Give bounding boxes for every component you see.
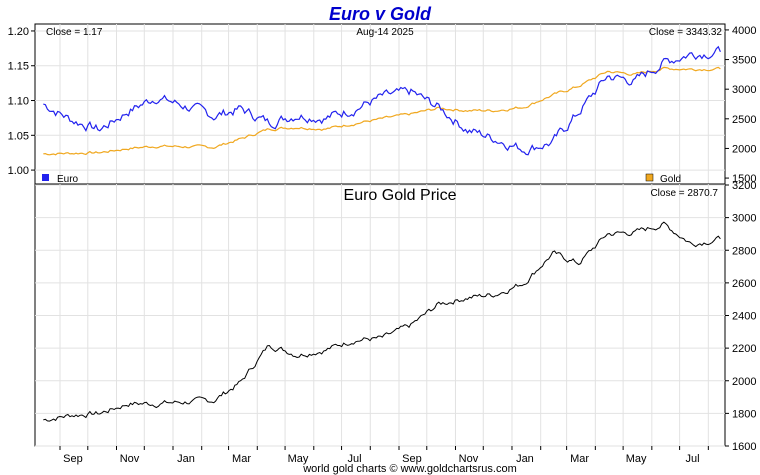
x-axis-tick-label: Sep xyxy=(402,453,422,465)
top-right-tick-label: 1500 xyxy=(732,173,756,185)
x-axis-tick-label: Nov xyxy=(120,453,140,465)
x-axis-tick-label: Mar xyxy=(232,453,251,465)
legend-gold-swatch xyxy=(645,173,654,182)
euro-line xyxy=(43,45,721,156)
bottom-right-tick-label: 2200 xyxy=(732,343,756,355)
bottom-panel-title: Euro Gold Price xyxy=(344,187,457,204)
chart-title: Euro v Gold xyxy=(329,4,432,24)
bottom-panel-grid xyxy=(35,184,725,447)
bottom-right-axis: 1600 1800 2000 2200 2400 2600 2800 3000 3200 xyxy=(725,180,756,453)
top-right-tick-label: 2000 xyxy=(732,143,756,155)
bottom-right-tick-label: 2000 xyxy=(732,376,756,388)
top-left-tick-label: 1.20 xyxy=(8,26,29,38)
top-panel-series xyxy=(43,45,721,156)
bottom-right-tick-label: 2400 xyxy=(732,311,756,323)
top-right-tick-label: 2500 xyxy=(732,114,756,126)
top-panel-grid xyxy=(35,24,725,184)
legend-euro-label: Euro xyxy=(57,174,79,185)
footer-credit: world gold charts © www.goldchartsrus.co… xyxy=(302,463,517,475)
top-right-tick-label: 4000 xyxy=(732,25,756,37)
bottom-right-tick-label: 2600 xyxy=(732,278,756,290)
top-panel-frame xyxy=(34,23,726,185)
x-axis-tick-label: Jan xyxy=(177,453,195,465)
legend-euro-swatch xyxy=(42,174,49,181)
x-axis-tick-label: Mar xyxy=(570,453,589,465)
top-right-axis: 1500 2000 2500 3000 3500 4000 xyxy=(725,25,756,185)
x-axis-tick-label: Jan xyxy=(516,453,534,465)
euro-gold-price-line xyxy=(43,221,721,422)
top-right-tick-label: 3000 xyxy=(732,84,756,96)
top-left-tick-label: 1.00 xyxy=(8,165,29,177)
x-axis-tick-label: May xyxy=(288,453,309,465)
bottom-right-tick-label: 1800 xyxy=(732,408,756,420)
bottom-close-label: Close = 2870.7 xyxy=(650,188,718,199)
x-axis-tick-label: May xyxy=(626,453,647,465)
bottom-x-axis: Sep Nov Jan Mar May Jul Sep Nov Jan Mar May Jul xyxy=(59,446,709,465)
x-axis-tick-label: Jul xyxy=(686,453,700,465)
top-left-tick-label: 1.15 xyxy=(8,61,29,73)
top-date-label: Aug-14 2025 xyxy=(356,27,414,38)
gold-usd-line xyxy=(43,66,721,156)
top-left-close-label: Close = 1.17 xyxy=(46,27,103,38)
bottom-right-tick-label: 1600 xyxy=(732,441,756,453)
top-right-tick-label: 3500 xyxy=(732,55,756,67)
legend-gold-label: Gold xyxy=(660,174,681,185)
top-left-tick-label: 1.05 xyxy=(8,130,29,142)
top-left-axis: 1.00 1.05 1.10 1.15 1.20 xyxy=(8,26,35,177)
x-axis-tick-label: Nov xyxy=(459,453,479,465)
bottom-panel-series xyxy=(43,221,721,422)
x-axis-tick-label: Jul xyxy=(347,453,361,465)
top-left-tick-label: 1.10 xyxy=(8,96,29,108)
bottom-right-tick-label: 2800 xyxy=(732,245,756,257)
top-right-close-label: Close = 3343.32 xyxy=(649,27,723,38)
x-axis-tick-label: Sep xyxy=(63,453,83,465)
bottom-right-tick-label: 3000 xyxy=(732,213,756,225)
bottom-right-tick-label: 3200 xyxy=(732,180,756,192)
